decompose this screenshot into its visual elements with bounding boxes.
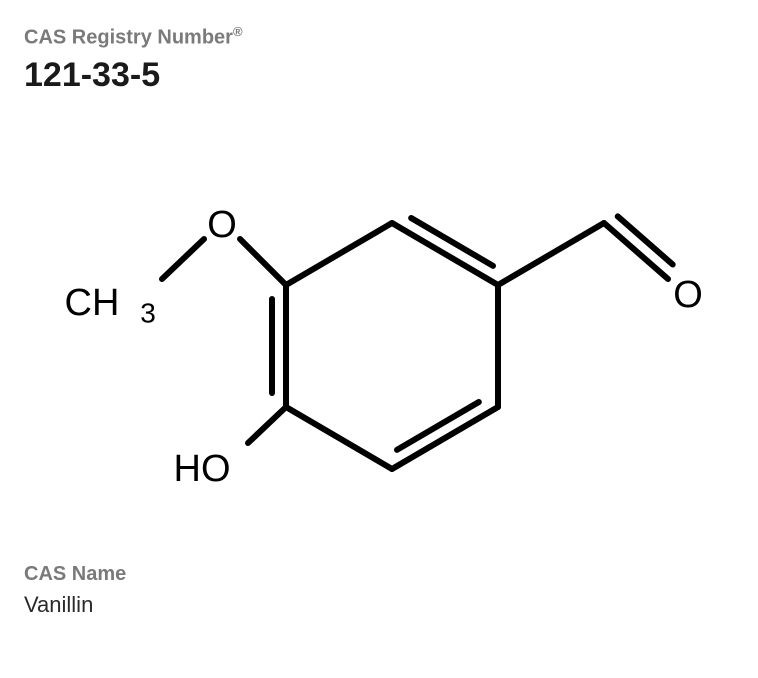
structure-svg: O O CH HO 3 <box>24 119 724 539</box>
svg-text:CH: CH <box>65 282 120 324</box>
registry-value: 121-33-5 <box>24 56 734 95</box>
chemical-structure: O O CH HO 3 <box>24 119 724 539</box>
svg-text:O: O <box>207 204 237 246</box>
registry-section: CAS Registry Number® 121-33-5 <box>24 24 734 95</box>
registry-label-text: CAS Registry Number <box>24 27 233 49</box>
svg-text:O: O <box>673 274 703 316</box>
registry-label-sup: ® <box>233 24 243 39</box>
svg-text:HO: HO <box>174 448 231 490</box>
name-section: CAS Name Vanillin <box>24 563 734 618</box>
name-value: Vanillin <box>24 592 734 618</box>
name-label: CAS Name <box>24 563 734 586</box>
registry-label: CAS Registry Number® <box>24 24 734 50</box>
svg-text:3: 3 <box>140 297 156 328</box>
